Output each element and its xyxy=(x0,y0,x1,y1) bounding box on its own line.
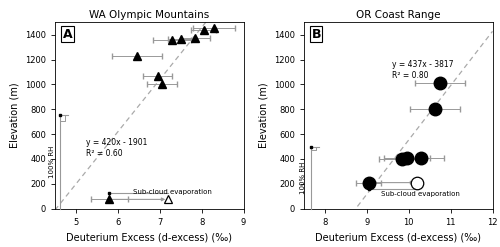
Y-axis label: Elevation (m): Elevation (m) xyxy=(10,83,20,148)
Text: Sub-cloud evaporation: Sub-cloud evaporation xyxy=(382,191,460,197)
Text: A: A xyxy=(62,28,72,41)
Text: y = 420x - 1901
R² = 0.60: y = 420x - 1901 R² = 0.60 xyxy=(86,138,148,158)
Y-axis label: Elevation (m): Elevation (m) xyxy=(258,83,268,148)
Text: 100% RH: 100% RH xyxy=(300,162,306,194)
X-axis label: Deuterium Excess (d-excess) (‰): Deuterium Excess (d-excess) (‰) xyxy=(66,232,232,242)
X-axis label: Deuterium Excess (d-excess) (‰): Deuterium Excess (d-excess) (‰) xyxy=(315,232,481,242)
Title: OR Coast Range: OR Coast Range xyxy=(356,10,440,20)
Text: Sub-cloud evaporation: Sub-cloud evaporation xyxy=(132,189,212,195)
Title: WA Olympic Mountains: WA Olympic Mountains xyxy=(89,10,210,20)
Text: 100% RH: 100% RH xyxy=(50,146,56,178)
Text: y = 437x - 3817
R² = 0.80: y = 437x - 3817 R² = 0.80 xyxy=(392,60,454,80)
Text: B: B xyxy=(312,28,321,41)
